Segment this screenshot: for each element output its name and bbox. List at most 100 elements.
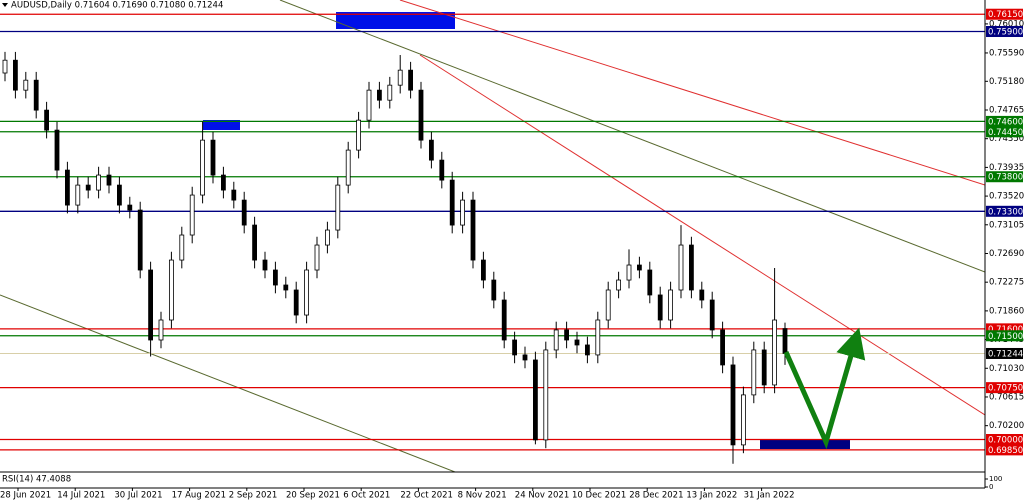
candle-body bbox=[501, 299, 507, 341]
chart-header: AUDUSD,Daily 0.71604 0.71690 0.71080 0.7… bbox=[11, 1, 223, 11]
y-tick-label: 0.71030 bbox=[989, 364, 1024, 374]
candle-body bbox=[252, 224, 258, 261]
candle-body bbox=[772, 319, 777, 386]
candles bbox=[2, 51, 788, 464]
level-label: 0.70750 bbox=[988, 384, 1023, 394]
candle-body bbox=[522, 354, 528, 361]
candle-body bbox=[741, 394, 746, 446]
y-tick-label: 0.75180 bbox=[989, 77, 1024, 87]
x-tick-label: 17 Aug 2021 bbox=[172, 491, 226, 500]
candle-body bbox=[65, 169, 70, 206]
y-tick-label: 0.73105 bbox=[989, 220, 1024, 230]
level-tag bbox=[986, 205, 1023, 217]
candle-body bbox=[751, 349, 757, 396]
candle-body bbox=[12, 59, 18, 91]
rsi-tick-label: 100 bbox=[989, 475, 1002, 483]
candle-body bbox=[158, 319, 164, 341]
candle-body bbox=[553, 329, 559, 351]
candle-body bbox=[324, 229, 330, 246]
level-label: 0.73300 bbox=[988, 207, 1023, 217]
candle-body bbox=[439, 159, 445, 181]
x-tick-label: 8 Nov 2021 bbox=[458, 491, 507, 500]
candle-body bbox=[647, 269, 653, 296]
candle-body bbox=[106, 174, 112, 186]
y-tick-label: 0.75590 bbox=[989, 48, 1024, 58]
level-label: 0.71244 bbox=[988, 349, 1023, 359]
candle-body bbox=[678, 244, 684, 291]
y-tick-label: 0.72690 bbox=[989, 249, 1024, 259]
y-tick-label: 0.76010 bbox=[989, 19, 1024, 29]
menu-icon[interactable] bbox=[2, 3, 8, 7]
candle-body bbox=[428, 139, 434, 161]
candle-body bbox=[387, 84, 393, 101]
x-tick-label: 28 Jun 2021 bbox=[0, 491, 51, 500]
trendline bbox=[279, 0, 985, 273]
candle-body bbox=[304, 269, 310, 316]
candle-body bbox=[709, 299, 715, 331]
x-tick-label: 14 Jul 2021 bbox=[57, 491, 105, 500]
x-tick-label: 24 Nov 2021 bbox=[515, 491, 569, 500]
level-label: 0.70000 bbox=[988, 435, 1023, 445]
candle-body bbox=[574, 339, 580, 346]
x-tick-label: 13 Jan 2022 bbox=[686, 491, 737, 500]
candle-body bbox=[272, 269, 278, 286]
candle-body bbox=[408, 69, 414, 91]
rsi-label: RSI(14) 47.4088 bbox=[2, 475, 71, 485]
candle-body bbox=[345, 149, 351, 186]
candle-body bbox=[96, 174, 101, 191]
candle-body bbox=[449, 179, 455, 226]
y-tick-label: 0.74765 bbox=[989, 105, 1024, 115]
candle-body bbox=[543, 349, 549, 441]
candle-body bbox=[491, 279, 497, 301]
candle-body bbox=[220, 174, 226, 191]
level-tag bbox=[986, 115, 1023, 127]
candle-body bbox=[470, 199, 476, 261]
candle-body bbox=[689, 244, 694, 291]
candle-body bbox=[626, 264, 632, 281]
level-label: 0.73800 bbox=[988, 173, 1023, 183]
x-tick-label: 31 Jan 2022 bbox=[744, 491, 795, 500]
candle-body bbox=[668, 289, 673, 321]
x-tick-label: 28 Dec 2021 bbox=[629, 491, 683, 500]
candle-body bbox=[23, 79, 29, 91]
trendline bbox=[0, 294, 456, 472]
candle-body bbox=[117, 184, 122, 206]
candle-body bbox=[262, 259, 268, 271]
candle-body bbox=[699, 289, 705, 301]
level-tag bbox=[986, 323, 1023, 335]
candle-body bbox=[533, 359, 538, 441]
drawings bbox=[0, 0, 985, 472]
level-label: 0.69850 bbox=[988, 446, 1023, 456]
candle-body bbox=[512, 339, 517, 356]
y-tick-label: 0.70615 bbox=[989, 392, 1024, 402]
y-tick-label: 0.71860 bbox=[989, 306, 1024, 316]
x-tick-label: 2 Sep 2021 bbox=[229, 491, 277, 500]
candle-body bbox=[241, 199, 247, 226]
candle-body bbox=[761, 349, 767, 386]
level-tag bbox=[986, 347, 1023, 359]
candle-body bbox=[283, 284, 289, 291]
candle-body bbox=[148, 269, 154, 341]
trendline bbox=[399, 0, 985, 186]
date-axis: 28 Jun 2021 14 Jul 2021 30 Jul 2021 17 Aug … bbox=[0, 488, 795, 500]
zone-box bbox=[336, 12, 455, 29]
forecast-arrows bbox=[783, 327, 866, 450]
candle-body bbox=[210, 139, 216, 176]
candle-body bbox=[54, 129, 60, 171]
y-tick-label: 0.73520 bbox=[989, 192, 1024, 202]
level-label: 0.74450 bbox=[988, 128, 1023, 138]
arrow bbox=[783, 327, 866, 450]
candle-body bbox=[637, 264, 642, 271]
level-label: 0.76150 bbox=[988, 10, 1023, 20]
candle-body bbox=[366, 89, 372, 121]
x-tick-label: 10 Dec 2021 bbox=[572, 491, 626, 500]
candle-body bbox=[335, 184, 341, 231]
levels bbox=[0, 13, 985, 451]
zone-box bbox=[203, 120, 240, 130]
candle-body bbox=[293, 289, 299, 316]
candle-body bbox=[418, 89, 424, 141]
level-tag bbox=[986, 330, 1023, 342]
